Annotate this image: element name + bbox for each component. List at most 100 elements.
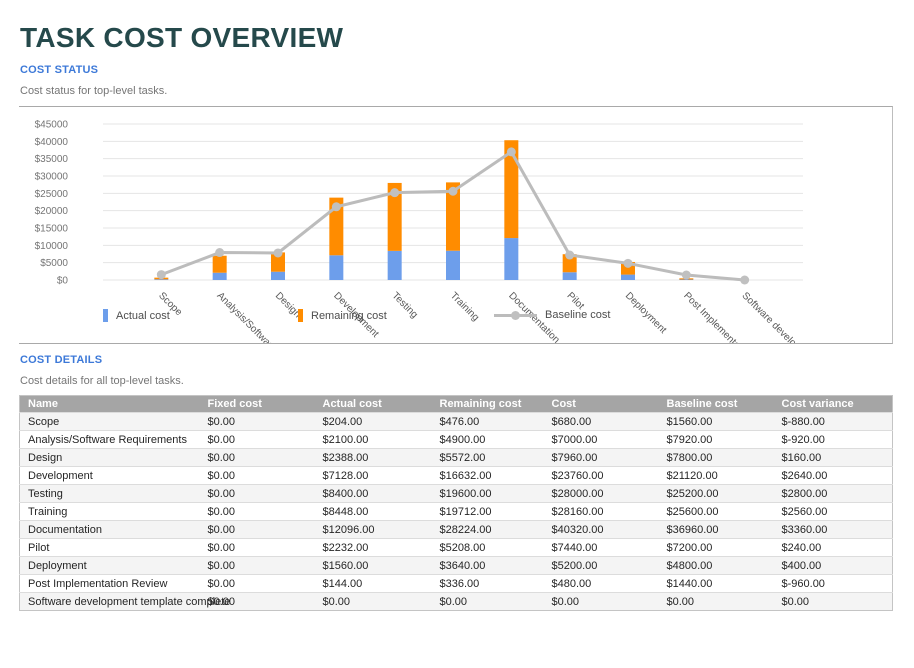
- y-axis-tick-label: $25000: [35, 189, 69, 200]
- column-header-name: Name: [20, 396, 200, 413]
- baseline-cost-point: [449, 187, 458, 196]
- table-row: Design$0.00$2388.00$5572.00$7960.00$7800…: [20, 449, 893, 467]
- baseline-cost-point: [740, 276, 749, 285]
- y-axis-tick-label: $0: [57, 276, 69, 287]
- y-axis-tick-label: $15000: [35, 224, 69, 235]
- cost-value-cell: $23760.00: [544, 467, 659, 485]
- task-name-cell: Analysis/Software Requirements: [20, 431, 200, 449]
- x-axis-category-label: Analysis/Software Requirements: [215, 290, 325, 343]
- task-name-cell: Design: [20, 449, 200, 467]
- actual-cost-bar: [563, 272, 577, 280]
- actual-cost-bar: [329, 255, 343, 280]
- x-axis-category-label: Documentation: [506, 290, 561, 343]
- column-header-cost-variance: Cost variance: [774, 396, 893, 413]
- task-name-cell: Post Implementation Review: [20, 575, 200, 593]
- cost-value-cell: $0.00: [200, 503, 315, 521]
- cost-status-chart: $0 $5000 $10000 $15000 $20000 $25000 $30000 $35…: [19, 106, 893, 344]
- cost-details-section: COST DETAILS Cost details for all top-le…: [0, 354, 914, 611]
- cost-value-cell: $2388.00: [315, 449, 432, 467]
- y-axis-tick-label: $5000: [40, 258, 68, 269]
- task-name-cell: Testing: [20, 485, 200, 503]
- column-header-cost: Cost: [544, 396, 659, 413]
- x-axis-category-label: Scope: [156, 290, 184, 318]
- remaining-cost-bar: [213, 256, 227, 273]
- x-axis-category-label: Deployment: [623, 290, 669, 336]
- cost-value-cell: $0.00: [200, 467, 315, 485]
- cost-value-cell: $7128.00: [315, 467, 432, 485]
- x-axis-category-label: Testing: [390, 290, 420, 320]
- cost-value-cell: $7800.00: [659, 449, 774, 467]
- baseline-cost-point: [682, 271, 691, 280]
- task-name-cell: Scope: [20, 413, 200, 431]
- table-row: Scope$0.00$204.00$476.00$680.00$1560.00$…: [20, 413, 893, 431]
- task-name-cell: Software development template complete: [20, 593, 200, 611]
- cost-value-cell: $0.00: [659, 593, 774, 611]
- cost-value-cell: $0.00: [200, 575, 315, 593]
- cost-value-cell: $0.00: [200, 539, 315, 557]
- table-row: Training$0.00$8448.00$19712.00$28160.00$…: [20, 503, 893, 521]
- cost-value-cell: $4800.00: [659, 557, 774, 575]
- baseline-cost-point: [215, 248, 224, 257]
- actual-cost-bar: [213, 273, 227, 280]
- cost-value-cell: $36960.00: [659, 521, 774, 539]
- actual-cost-bar: [446, 251, 460, 280]
- table-row: Post Implementation Review$0.00$144.00$3…: [20, 575, 893, 593]
- column-header-fixed-cost: Fixed cost: [200, 396, 315, 413]
- cost-value-cell: $21120.00: [659, 467, 774, 485]
- cost-value-cell: $12096.00: [315, 521, 432, 539]
- column-header-baseline-cost: Baseline cost: [659, 396, 774, 413]
- task-name-cell: Deployment: [20, 557, 200, 575]
- cost-value-cell: $8400.00: [315, 485, 432, 503]
- cost-value-cell: $2232.00: [315, 539, 432, 557]
- cost-value-cell: $7000.00: [544, 431, 659, 449]
- cost-value-cell: $400.00: [774, 557, 893, 575]
- cost-value-cell: $680.00: [544, 413, 659, 431]
- baseline-cost-point: [274, 248, 283, 257]
- baseline-cost-point: [390, 188, 399, 197]
- cost-value-cell: $7200.00: [659, 539, 774, 557]
- cost-value-cell: $336.00: [432, 575, 544, 593]
- x-axis-category-label: Design: [273, 290, 303, 320]
- cost-value-cell: $480.00: [544, 575, 659, 593]
- cost-value-cell: $5572.00: [432, 449, 544, 467]
- table-row: Development$0.00$7128.00$16632.00$23760.…: [20, 467, 893, 485]
- task-name-cell: Development: [20, 467, 200, 485]
- cost-value-cell: $204.00: [315, 413, 432, 431]
- y-axis-tick-label: $40000: [35, 137, 69, 148]
- cost-value-cell: $2640.00: [774, 467, 893, 485]
- y-axis-tick-label: $35000: [35, 154, 69, 165]
- cost-value-cell: $28000.00: [544, 485, 659, 503]
- actual-cost-bar: [621, 275, 635, 280]
- cost-value-cell: $0.00: [315, 593, 432, 611]
- cost-value-cell: $7920.00: [659, 431, 774, 449]
- cost-value-cell: $0.00: [432, 593, 544, 611]
- cost-value-cell: $0.00: [200, 557, 315, 575]
- baseline-cost-point: [624, 259, 633, 268]
- cost-value-cell: $0.00: [200, 431, 315, 449]
- cost-value-cell: $160.00: [774, 449, 893, 467]
- cost-value-cell: $3360.00: [774, 521, 893, 539]
- y-axis-tick-label: $10000: [35, 241, 69, 252]
- cost-value-cell: $-880.00: [774, 413, 893, 431]
- column-header-remaining-cost: Remaining cost: [432, 396, 544, 413]
- y-axis-tick-label: $45000: [35, 120, 69, 131]
- cost-value-cell: $28160.00: [544, 503, 659, 521]
- y-axis-tick-label: $20000: [35, 206, 69, 217]
- page-title: TASK COST OVERVIEW: [20, 22, 914, 54]
- table-row: Deployment$0.00$1560.00$3640.00$5200.00$…: [20, 557, 893, 575]
- table-row: Analysis/Software Requirements$0.00$2100…: [20, 431, 893, 449]
- cost-value-cell: $7960.00: [544, 449, 659, 467]
- cost-value-cell: $-920.00: [774, 431, 893, 449]
- cost-value-cell: $5200.00: [544, 557, 659, 575]
- cost-value-cell: $16632.00: [432, 467, 544, 485]
- cost-value-cell: $0.00: [200, 485, 315, 503]
- y-axis-tick-label: $30000: [35, 172, 69, 183]
- cost-value-cell: $0.00: [200, 449, 315, 467]
- cost-value-cell: $1560.00: [659, 413, 774, 431]
- baseline-cost-point: [157, 270, 166, 279]
- cost-value-cell: $19712.00: [432, 503, 544, 521]
- task-name-cell: Pilot: [20, 539, 200, 557]
- cost-status-subtitle: Cost status for top-level tasks.: [20, 85, 914, 97]
- cost-value-cell: $40320.00: [544, 521, 659, 539]
